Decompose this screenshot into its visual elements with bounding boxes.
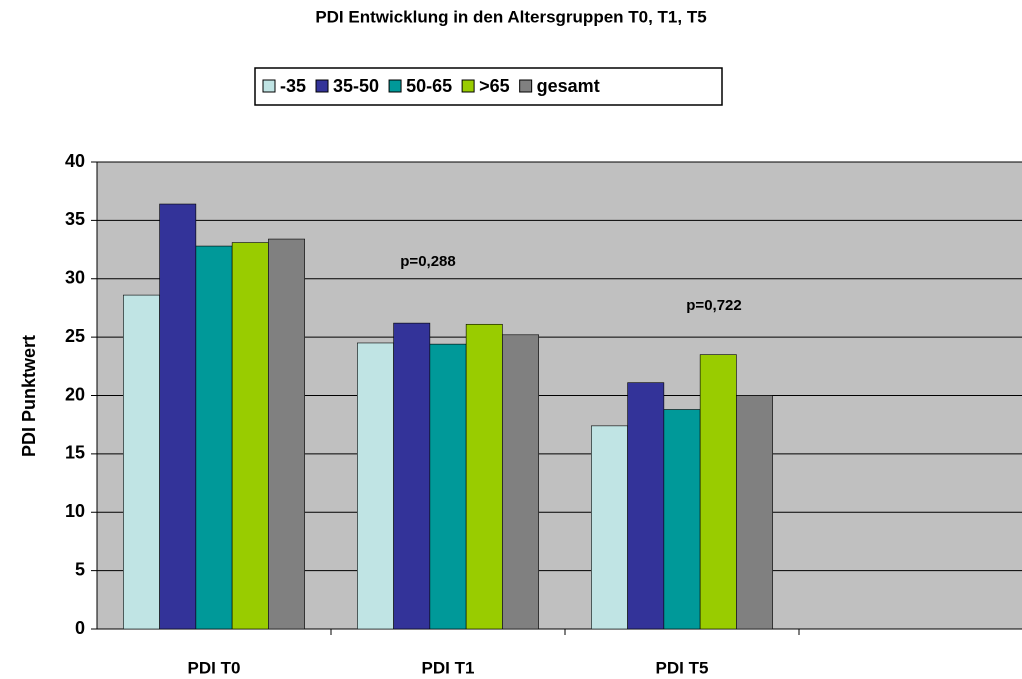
annotation: p=0,722 (686, 297, 741, 314)
y-tick-label: 10 (65, 501, 85, 521)
legend-swatch (262, 79, 276, 93)
y-tick-label: 5 (75, 559, 85, 579)
legend-swatch (461, 79, 475, 93)
bar (627, 382, 665, 630)
bar (429, 343, 467, 630)
x-tick-label: PDI T5 (656, 658, 709, 677)
bar (502, 334, 539, 630)
legend-swatch (388, 79, 402, 93)
x-tick-label: PDI T1 (422, 658, 475, 677)
legend-label: 35-50 (333, 76, 379, 96)
legend-label: -35 (280, 76, 306, 96)
bar (393, 322, 431, 630)
y-tick-label: 0 (75, 618, 85, 638)
bar (465, 323, 503, 630)
legend-label: >65 (479, 76, 510, 96)
bar (195, 245, 233, 630)
legend-swatch (519, 79, 533, 93)
legend-label: gesamt (537, 76, 600, 96)
bar (159, 203, 197, 630)
x-tick-label: PDI T0 (188, 658, 241, 677)
bar (357, 342, 394, 630)
y-tick-label: 40 (65, 151, 85, 171)
bar (231, 242, 269, 630)
legend-box (254, 67, 723, 106)
bar (736, 395, 773, 630)
annotation: p=0,288 (400, 253, 455, 270)
bar (123, 294, 160, 630)
y-tick-label: 30 (65, 268, 85, 288)
y-tick-label: 35 (65, 209, 85, 229)
y-tick-label: 15 (65, 443, 85, 463)
chart-title: PDI Entwicklung in den Altersgruppen T0,… (315, 7, 706, 26)
legend: -35 35-50 50-65 >65 gesamt (254, 67, 723, 106)
bar (268, 238, 305, 630)
legend-swatch (315, 79, 329, 93)
y-tick-label: 20 (65, 384, 85, 404)
bar (699, 354, 737, 630)
y-tick-label: 25 (65, 326, 85, 346)
y-axis-label: PDI Punktwert (19, 335, 39, 457)
bar (663, 409, 701, 630)
bar (591, 425, 628, 630)
legend-label: 50-65 (406, 76, 452, 96)
